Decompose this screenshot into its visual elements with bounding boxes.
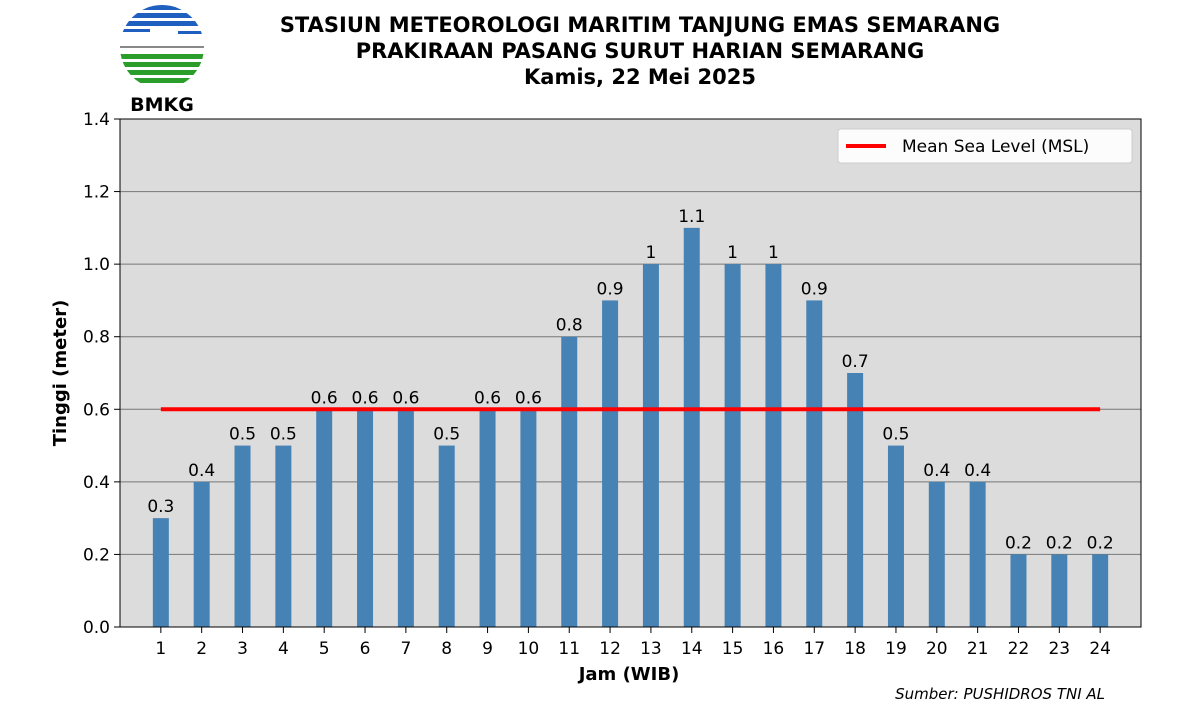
data-label: 0.6: [515, 388, 542, 408]
x-tick-label: 15: [722, 639, 744, 659]
bar: [520, 409, 537, 627]
bar: [642, 264, 659, 627]
x-tick-label: 6: [360, 639, 371, 659]
x-tick-label: 12: [599, 639, 621, 659]
data-label: 0.4: [964, 461, 991, 481]
x-tick-label: 8: [441, 639, 452, 659]
x-tick-label: 5: [319, 639, 330, 659]
bar: [479, 409, 496, 627]
bar: [887, 445, 904, 627]
bar: [152, 518, 169, 627]
data-label: 0.6: [474, 388, 501, 408]
plot-area: [120, 119, 1141, 627]
bar: [193, 481, 210, 627]
y-tick-label: 0.0: [83, 618, 110, 638]
bar: [438, 445, 455, 627]
logo-text: BMKG: [130, 94, 194, 116]
source-note: Sumber: PUSHIDROS TNI AL: [895, 685, 1105, 703]
x-tick-label: 3: [237, 639, 248, 659]
bar: [724, 264, 741, 627]
bar: [316, 409, 333, 627]
y-tick-label: 0.8: [83, 328, 110, 348]
title-line2: PRAKIRAAN PASANG SURUT HARIAN SEMARANG: [356, 39, 925, 63]
data-label: 0.7: [842, 352, 869, 372]
data-label: 1: [768, 243, 779, 263]
y-tick-label: 0.4: [83, 473, 110, 493]
y-tick-label: 1.0: [83, 255, 110, 275]
x-tick-label: 13: [640, 639, 662, 659]
x-tick-label: 9: [482, 639, 493, 659]
bar: [969, 481, 986, 627]
y-tick-label: 1.4: [83, 110, 110, 130]
bar: [928, 481, 945, 627]
data-label: 0.6: [352, 388, 379, 408]
bar: [765, 264, 782, 627]
bar: [847, 373, 864, 627]
data-label: 0.6: [311, 388, 338, 408]
data-label: 0.6: [392, 388, 419, 408]
x-tick-label: 18: [844, 639, 866, 659]
data-label: 0.5: [229, 425, 256, 445]
data-label: 0.9: [801, 279, 828, 299]
x-tick-label: 4: [278, 639, 289, 659]
bar: [1010, 554, 1027, 627]
data-label: 0.5: [433, 425, 460, 445]
data-label: 1: [646, 243, 657, 263]
bar: [275, 445, 292, 627]
x-tick-label: 17: [803, 639, 825, 659]
x-tick-label: 21: [967, 639, 989, 659]
y-axis-label: Tinggi (meter): [50, 300, 71, 447]
bar: [1051, 554, 1068, 627]
data-label: 0.9: [597, 279, 624, 299]
bar: [561, 336, 578, 627]
bar: [1092, 554, 1109, 627]
legend-msl-label: Mean Sea Level (MSL): [902, 137, 1089, 157]
data-label: 0.5: [882, 425, 909, 445]
x-tick-label: 22: [1008, 639, 1030, 659]
plot-frame: [119, 118, 1142, 628]
data-label: 0.2: [1005, 533, 1032, 553]
x-tick-label: 19: [885, 639, 907, 659]
x-tick-label: 23: [1048, 639, 1070, 659]
x-tick-label: 24: [1089, 639, 1111, 659]
data-label: 0.4: [188, 461, 215, 481]
x-tick-label: 16: [763, 639, 785, 659]
data-label: 0.8: [556, 316, 583, 336]
x-tick-label: 7: [400, 639, 411, 659]
bar: [683, 227, 700, 627]
bar: [357, 409, 374, 627]
x-tick-label: 14: [681, 639, 703, 659]
bar: [806, 300, 823, 627]
data-label: 0.3: [147, 497, 174, 517]
data-label: 0.4: [923, 461, 950, 481]
bmkg-logo: BMKG: [120, 5, 204, 116]
bar: [397, 409, 414, 627]
x-tick-label: 1: [155, 639, 166, 659]
data-label: 1: [727, 243, 738, 263]
data-label: 0.5: [270, 425, 297, 445]
data-label: 0.2: [1046, 533, 1073, 553]
title-line1: STASIUN METEOROLOGI MARITIM TANJUNG EMAS…: [280, 13, 1000, 37]
x-tick-label: 10: [518, 639, 540, 659]
bar: [234, 445, 251, 627]
x-tick-label: 11: [558, 639, 580, 659]
y-tick-label: 0.6: [83, 400, 110, 420]
bar: [602, 300, 619, 627]
x-axis-label: Jam (WIB): [577, 664, 680, 685]
title-line3: Kamis, 22 Mei 2025: [524, 65, 756, 89]
y-tick-label: 0.2: [83, 545, 110, 565]
data-label: 1.1: [678, 207, 705, 227]
legend: Mean Sea Level (MSL): [837, 128, 1133, 164]
x-tick-label: 2: [196, 639, 207, 659]
x-tick-label: 20: [926, 639, 948, 659]
y-tick-label: 1.2: [83, 183, 110, 203]
data-label: 0.2: [1087, 533, 1114, 553]
